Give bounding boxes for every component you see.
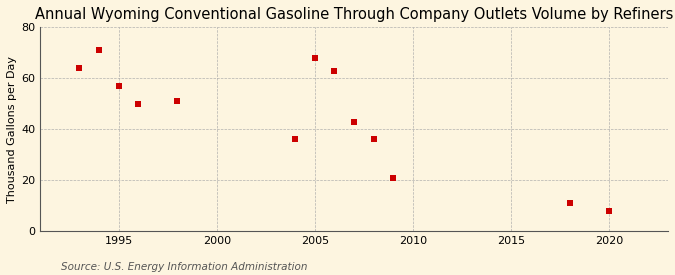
Point <box>564 201 575 205</box>
Point <box>309 56 320 60</box>
Point <box>603 209 614 213</box>
Point <box>290 137 300 142</box>
Point <box>329 68 340 73</box>
Point <box>74 66 85 70</box>
Point <box>113 84 124 88</box>
Y-axis label: Thousand Gallons per Day: Thousand Gallons per Day <box>7 56 17 203</box>
Point <box>94 48 105 53</box>
Point <box>349 119 360 124</box>
Point <box>369 137 379 142</box>
Title: Annual Wyoming Conventional Gasoline Through Company Outlets Volume by Refiners: Annual Wyoming Conventional Gasoline Thr… <box>35 7 673 22</box>
Point <box>133 101 144 106</box>
Text: Source: U.S. Energy Information Administration: Source: U.S. Energy Information Administ… <box>61 262 307 272</box>
Point <box>172 99 183 103</box>
Point <box>388 175 399 180</box>
